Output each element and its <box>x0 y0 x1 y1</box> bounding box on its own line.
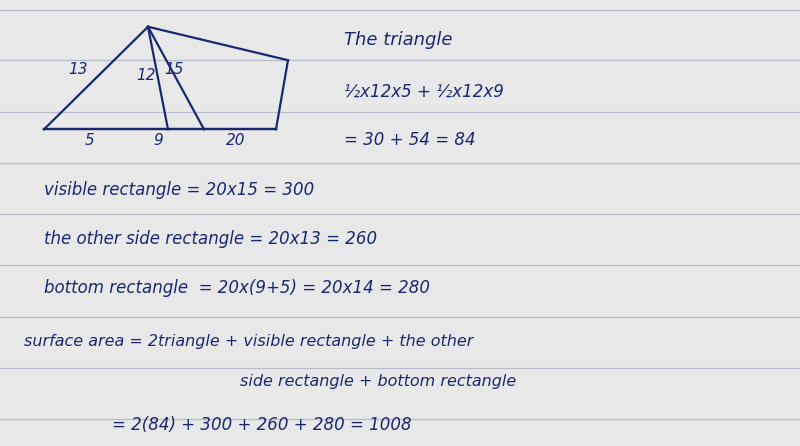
Text: 13: 13 <box>69 62 88 77</box>
Text: 9: 9 <box>154 133 163 148</box>
Text: 20: 20 <box>226 133 246 148</box>
Text: bottom rectangle  = 20x(9+5) = 20x14 = 280: bottom rectangle = 20x(9+5) = 20x14 = 28… <box>44 279 430 297</box>
Text: the other side rectangle = 20x13 = 260: the other side rectangle = 20x13 = 260 <box>44 230 377 248</box>
Text: visible rectangle = 20x15 = 300: visible rectangle = 20x15 = 300 <box>44 181 314 198</box>
Text: 5: 5 <box>85 133 94 148</box>
Text: ½x12x5 + ½x12x9: ½x12x5 + ½x12x9 <box>344 83 504 100</box>
Text: surface area = 2triangle + visible rectangle + the other: surface area = 2triangle + visible recta… <box>24 334 474 349</box>
Text: 12: 12 <box>137 68 156 83</box>
Text: = 2(84) + 300 + 260 + 280 = 1008: = 2(84) + 300 + 260 + 280 = 1008 <box>112 416 412 434</box>
Text: The triangle: The triangle <box>344 31 453 49</box>
Text: 15: 15 <box>165 62 184 77</box>
Text: = 30 + 54 = 84: = 30 + 54 = 84 <box>344 132 476 149</box>
Text: side rectangle + bottom rectangle: side rectangle + bottom rectangle <box>240 374 516 389</box>
